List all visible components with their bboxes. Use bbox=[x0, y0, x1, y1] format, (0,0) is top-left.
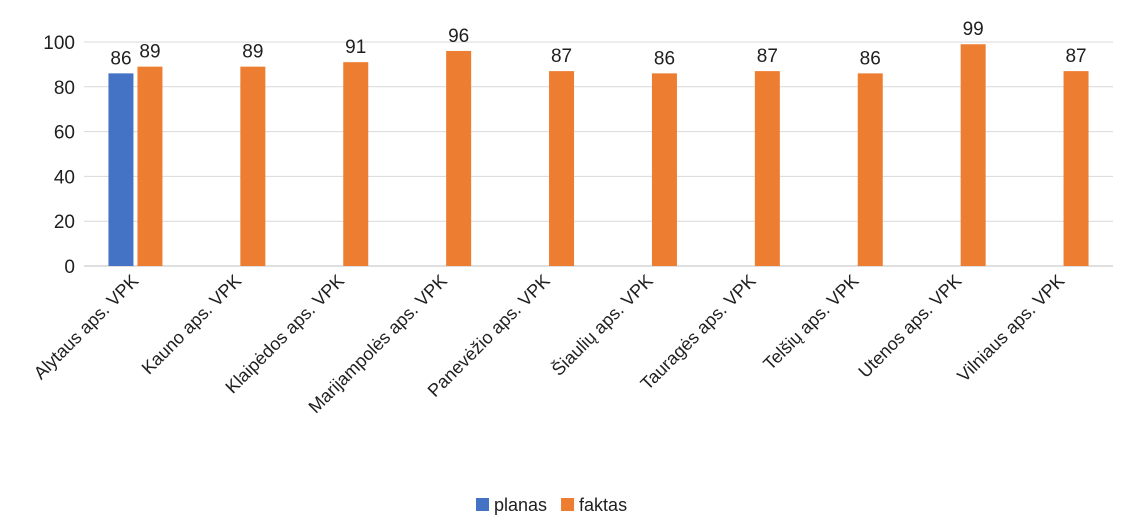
y-tick-label: 0 bbox=[64, 257, 75, 278]
x-category-label: Šiaulių aps. VPK bbox=[547, 270, 657, 380]
bar-planas bbox=[108, 73, 134, 266]
legend-swatch-planas bbox=[476, 498, 489, 511]
bar-faktas bbox=[446, 50, 472, 267]
y-tick-label: 60 bbox=[54, 123, 75, 144]
data-label-faktas: 86 bbox=[860, 48, 881, 69]
y-tick-label: 100 bbox=[43, 33, 75, 54]
legend-swatch-faktas bbox=[561, 498, 575, 511]
data-label-faktas: 89 bbox=[139, 42, 160, 63]
bar-faktas bbox=[1063, 71, 1089, 267]
data-label-faktas: 99 bbox=[963, 19, 984, 40]
x-category-label: Alytaus aps. VPK bbox=[30, 271, 142, 383]
bar-faktas bbox=[960, 44, 986, 266]
x-category-label: Vilniaus aps. VPK bbox=[953, 271, 1068, 386]
data-label-faktas: 87 bbox=[1065, 46, 1086, 67]
x-category-label: Telšių aps. VPK bbox=[759, 271, 862, 374]
data-label-faktas: 87 bbox=[757, 46, 778, 67]
data-labels: 86 89 89 91 96 87 86 87 86 99 87 bbox=[110, 19, 1086, 69]
gridlines bbox=[84, 41, 1113, 267]
y-tick-label: 80 bbox=[54, 78, 75, 99]
y-tick-label: 40 bbox=[54, 167, 75, 188]
bars bbox=[108, 44, 1089, 267]
bar-faktas bbox=[754, 71, 780, 267]
bar-faktas bbox=[240, 66, 266, 266]
legend-label-faktas: faktas bbox=[579, 495, 627, 515]
bar-faktas bbox=[857, 73, 883, 266]
data-label-faktas: 87 bbox=[551, 46, 572, 67]
legend-label-planas: planas bbox=[494, 495, 547, 515]
data-label-faktas: 86 bbox=[654, 48, 675, 69]
bar-faktas bbox=[651, 73, 677, 266]
y-axis-ticks: 0 20 40 60 80 100 bbox=[43, 33, 75, 278]
bar-faktas bbox=[549, 71, 575, 267]
data-label-faktas: 96 bbox=[448, 26, 469, 47]
x-category-label: Utenos aps. VPK bbox=[854, 271, 965, 382]
data-label-faktas: 91 bbox=[345, 37, 366, 58]
legend: planas faktas bbox=[476, 495, 627, 515]
y-tick-label: 20 bbox=[54, 212, 75, 233]
data-label-planas: 86 bbox=[110, 48, 131, 69]
bar-faktas bbox=[343, 62, 369, 266]
bar-faktas bbox=[137, 66, 163, 266]
data-label-faktas: 89 bbox=[242, 42, 263, 63]
x-category-label: Kauno aps. VPK bbox=[138, 271, 246, 379]
x-category-label: Tauragės aps. VPK bbox=[637, 271, 760, 394]
